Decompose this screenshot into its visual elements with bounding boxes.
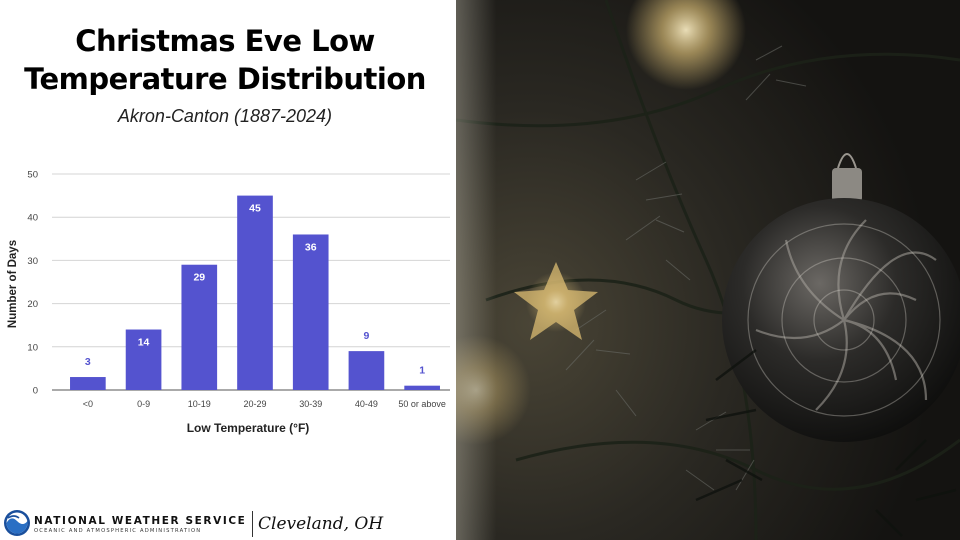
- x-axis-label: Low Temperature (°F): [187, 421, 310, 435]
- y-tick-label: 40: [27, 213, 38, 224]
- chart-panel: Christmas Eve Low Temperature Distributi…: [0, 0, 460, 540]
- agency-name: NATIONAL WEATHER SERVICE: [34, 515, 247, 527]
- y-tick-label: 30: [27, 256, 38, 267]
- bar-value-label: 29: [193, 272, 205, 284]
- footer-divider: [252, 511, 253, 537]
- footer: NATIONAL WEATHER SERVICE OCEANIC AND ATM…: [0, 505, 460, 540]
- x-tick-label: 10-19: [188, 399, 211, 409]
- chart-bars: [70, 195, 440, 390]
- x-tick-label: 30-39: [299, 399, 322, 409]
- title-line-2: Temperature Distribution: [24, 62, 426, 96]
- agency-subtitle: OCEANIC AND ATMOSPHERIC ADMINISTRATION: [34, 528, 202, 534]
- noaa-logo-icon: [4, 510, 30, 536]
- chart-bar: [404, 385, 440, 390]
- x-tick-label: <0: [83, 399, 93, 409]
- chart-bar: [237, 195, 273, 390]
- page-subtitle: Akron-Canton (1887-2024): [117, 106, 333, 126]
- y-tick-label: 0: [33, 386, 38, 397]
- bar-value-labels: 3 14 29 45 36 9 1: [85, 203, 425, 377]
- bar-value-label: 1: [419, 365, 425, 377]
- y-axis-ticks: 0 10 20 30 40 50: [27, 170, 38, 397]
- title-line-1: Christmas Eve Low: [75, 24, 375, 58]
- y-tick-label: 20: [27, 299, 38, 310]
- y-tick-label: 10: [27, 342, 38, 353]
- chart-bar: [292, 234, 329, 390]
- y-axis-label: Number of Days: [7, 240, 19, 328]
- christmas-ornament-photo: [456, 0, 960, 540]
- x-tick-label: 50 or above: [398, 399, 446, 409]
- chart-bar: [348, 351, 385, 390]
- chart-bar: [70, 377, 106, 390]
- bar-chart: 0 10 20 30 40 50 3 14 29 45 36 9 1 <0 0-9 10-19 20-29 3…: [7, 170, 450, 435]
- x-tick-label: 20-29: [243, 399, 266, 409]
- chart-bar: [181, 264, 218, 390]
- x-tick-label: 40-49: [355, 399, 378, 409]
- bar-value-label: 36: [305, 241, 317, 253]
- page-title: Christmas Eve Low Temperature Distributi…: [0, 22, 450, 98]
- x-axis-ticks: <0 0-9 10-19 20-29 30-39 40-49 50 or above: [83, 399, 446, 409]
- bar-value-label: 45: [249, 203, 261, 215]
- y-tick-label: 50: [27, 170, 38, 181]
- bar-value-label: 9: [364, 330, 370, 342]
- bar-value-label: 14: [138, 337, 150, 349]
- bar-value-label: 3: [85, 356, 91, 368]
- x-tick-label: 0-9: [137, 399, 150, 409]
- office-name: Cleveland, OH: [258, 514, 384, 534]
- chart-bar: [125, 329, 162, 390]
